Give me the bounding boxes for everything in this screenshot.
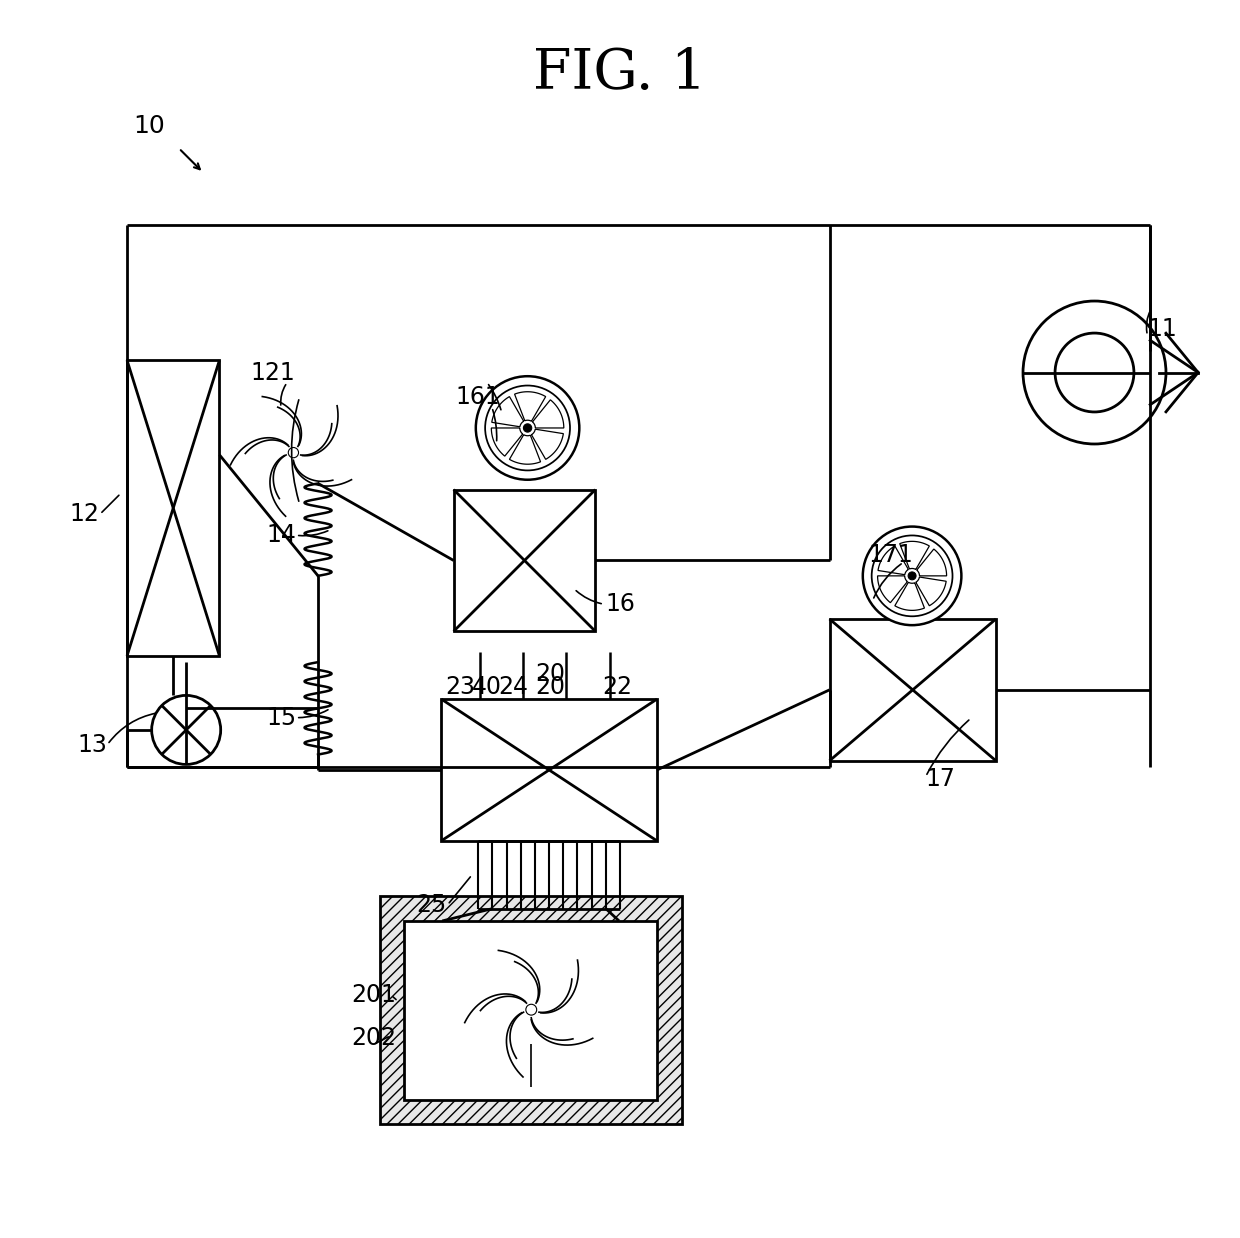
Circle shape — [872, 536, 952, 617]
Text: 171: 171 — [869, 543, 914, 567]
Text: 121: 121 — [250, 360, 295, 385]
Text: 10: 10 — [134, 114, 165, 137]
Text: 14: 14 — [267, 524, 296, 547]
Polygon shape — [916, 577, 946, 605]
Bar — [404, 921, 657, 1099]
Circle shape — [863, 526, 961, 625]
Polygon shape — [532, 400, 564, 428]
Text: 12: 12 — [69, 503, 99, 526]
Circle shape — [526, 1004, 537, 1015]
Text: 20: 20 — [534, 662, 564, 686]
Text: 16: 16 — [605, 592, 635, 617]
Text: FIG. 1: FIG. 1 — [533, 46, 707, 100]
Text: 20: 20 — [534, 675, 564, 698]
Bar — [441, 699, 657, 841]
Circle shape — [523, 423, 532, 432]
Text: 25: 25 — [417, 893, 446, 917]
Polygon shape — [878, 576, 908, 603]
Text: 24: 24 — [497, 675, 528, 698]
Circle shape — [908, 572, 916, 579]
Circle shape — [288, 447, 299, 458]
Polygon shape — [515, 391, 546, 421]
Text: 202: 202 — [351, 1026, 396, 1050]
Text: 23: 23 — [445, 675, 475, 698]
Circle shape — [476, 376, 579, 480]
Bar — [454, 489, 595, 631]
Circle shape — [1055, 333, 1133, 412]
Circle shape — [485, 385, 570, 470]
Bar — [830, 619, 996, 760]
Polygon shape — [878, 546, 909, 574]
Text: 17: 17 — [925, 768, 955, 791]
Polygon shape — [491, 428, 523, 456]
Polygon shape — [492, 396, 523, 427]
Bar — [379, 896, 682, 1124]
Polygon shape — [510, 435, 541, 464]
Text: 13: 13 — [78, 733, 108, 756]
Text: 15: 15 — [267, 706, 296, 729]
Polygon shape — [900, 541, 929, 569]
Bar — [126, 360, 219, 656]
Text: 201: 201 — [351, 983, 396, 1006]
Text: 40: 40 — [472, 675, 502, 698]
Text: 161: 161 — [456, 385, 501, 410]
Text: 11: 11 — [1147, 317, 1177, 342]
Polygon shape — [916, 548, 946, 576]
Text: 22: 22 — [603, 675, 632, 698]
Circle shape — [1023, 301, 1166, 444]
Polygon shape — [532, 430, 563, 459]
Circle shape — [151, 696, 221, 764]
Polygon shape — [895, 582, 925, 610]
